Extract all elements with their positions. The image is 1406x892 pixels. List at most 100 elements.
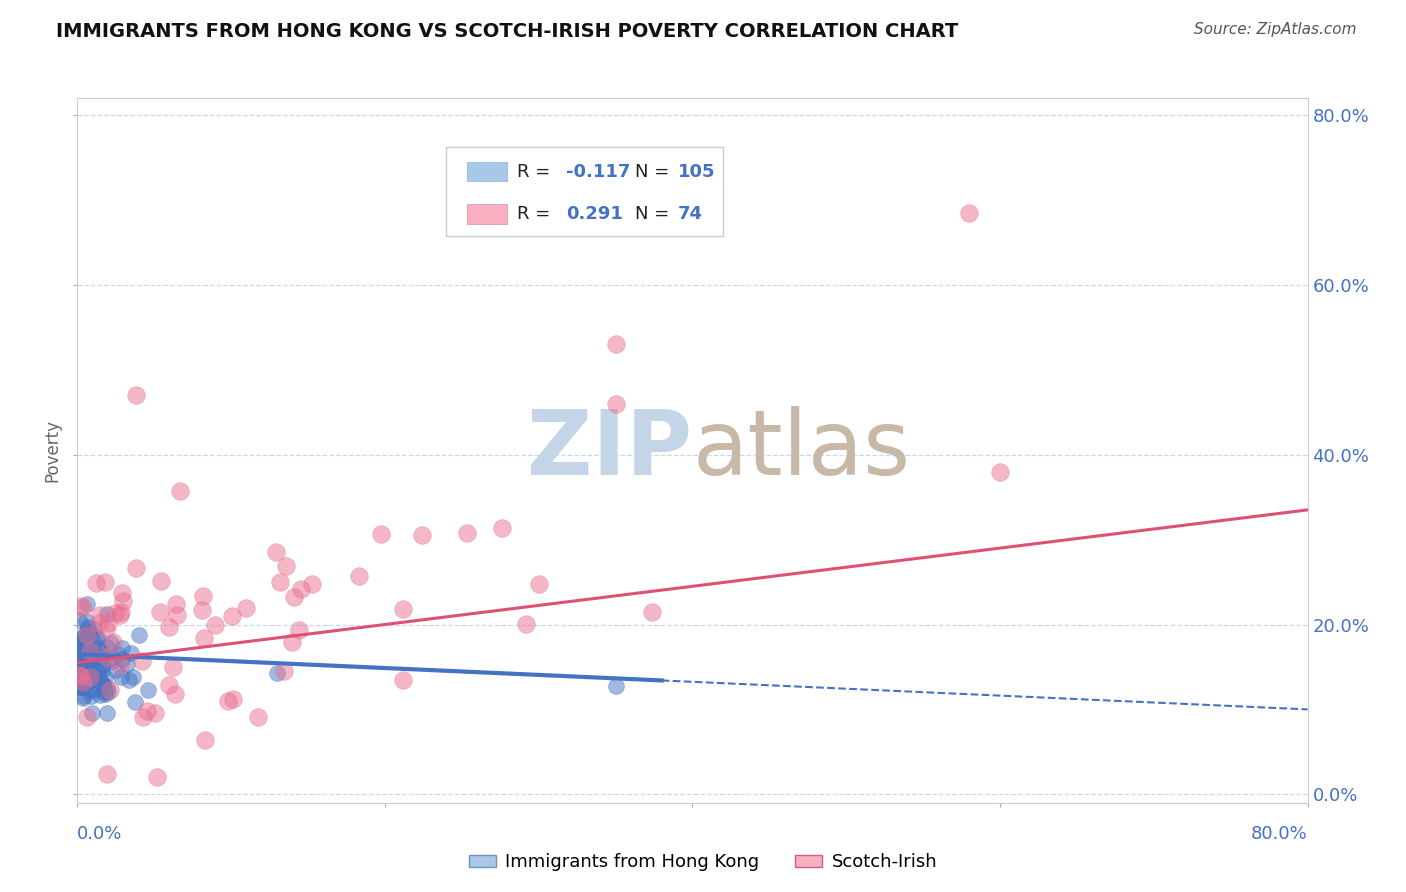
Text: 0.291: 0.291 — [565, 205, 623, 223]
Point — [77, 638, 100, 652]
Point — [100, 636, 122, 650]
Point — [79, 647, 101, 661]
Point — [165, 687, 187, 701]
Point — [73, 634, 96, 648]
Point — [72, 630, 94, 644]
Point — [456, 526, 478, 541]
Point — [69, 669, 91, 683]
Point — [76, 628, 98, 642]
Point — [96, 650, 118, 665]
Point — [80, 673, 103, 688]
Point — [96, 706, 118, 720]
Point — [191, 603, 214, 617]
Point — [82, 635, 104, 649]
Point — [76, 658, 98, 673]
Point — [107, 647, 129, 661]
Point — [605, 680, 627, 694]
Point — [76, 663, 98, 677]
Point — [96, 607, 118, 621]
Point — [266, 665, 288, 680]
Point — [166, 608, 188, 623]
Point — [77, 625, 100, 640]
Point — [157, 620, 180, 634]
Point — [83, 672, 105, 686]
Point — [72, 680, 94, 694]
Point — [80, 682, 103, 697]
Point — [641, 605, 664, 619]
Point — [70, 635, 93, 649]
Text: -0.117: -0.117 — [565, 163, 630, 181]
Point — [87, 616, 110, 631]
Text: ZIP: ZIP — [527, 407, 693, 494]
Point — [98, 682, 121, 697]
Point — [121, 670, 143, 684]
Point — [162, 660, 184, 674]
Point — [70, 659, 93, 673]
Point — [69, 599, 91, 614]
Point — [269, 574, 291, 589]
Point — [86, 665, 108, 680]
Point — [69, 679, 91, 693]
Text: N =: N = — [634, 205, 675, 223]
Point — [89, 669, 111, 683]
Point — [80, 689, 103, 703]
Point — [108, 607, 131, 622]
Point — [222, 692, 245, 706]
Point — [86, 648, 108, 663]
Y-axis label: Poverty: Poverty — [44, 419, 62, 482]
Point — [80, 683, 103, 698]
Point — [273, 664, 295, 678]
Point — [91, 663, 114, 677]
Point — [391, 602, 413, 616]
Text: 0.0%: 0.0% — [77, 825, 122, 843]
Point — [75, 658, 97, 673]
Point — [96, 681, 118, 696]
Point — [66, 663, 89, 677]
Point — [90, 676, 112, 690]
Text: 74: 74 — [678, 205, 703, 223]
Point — [91, 676, 114, 690]
Point — [75, 666, 97, 681]
Point — [527, 577, 550, 591]
Point — [136, 683, 159, 698]
Text: Source: ZipAtlas.com: Source: ZipAtlas.com — [1194, 22, 1357, 37]
Point — [76, 674, 98, 689]
Point — [75, 614, 97, 628]
Point — [124, 695, 146, 709]
Point — [83, 622, 105, 636]
FancyBboxPatch shape — [447, 147, 723, 235]
Point — [73, 640, 96, 654]
Point — [66, 665, 89, 679]
Text: N =: N = — [634, 163, 675, 181]
Point — [91, 657, 114, 672]
Point — [290, 582, 312, 596]
Point — [193, 632, 215, 646]
Point — [101, 654, 124, 668]
Point — [89, 608, 111, 623]
Point — [72, 599, 94, 614]
Point — [67, 664, 90, 678]
Point — [94, 622, 117, 636]
Point — [72, 690, 94, 705]
Point — [347, 569, 370, 583]
Point — [100, 651, 122, 665]
Point — [67, 668, 90, 682]
Point — [94, 574, 117, 589]
Point — [94, 685, 117, 699]
Point — [221, 609, 243, 624]
Point — [70, 681, 93, 695]
Point — [605, 397, 627, 411]
Point — [136, 704, 159, 718]
Point — [515, 617, 537, 632]
Point — [288, 623, 311, 637]
Text: 80.0%: 80.0% — [1251, 825, 1308, 843]
Point — [165, 597, 187, 611]
Point — [86, 576, 108, 591]
Point — [69, 640, 91, 654]
Point — [70, 643, 93, 657]
Point — [110, 670, 132, 684]
Point — [124, 388, 146, 402]
Point — [957, 205, 980, 219]
Text: R =: R = — [516, 205, 555, 223]
Point — [73, 654, 96, 668]
